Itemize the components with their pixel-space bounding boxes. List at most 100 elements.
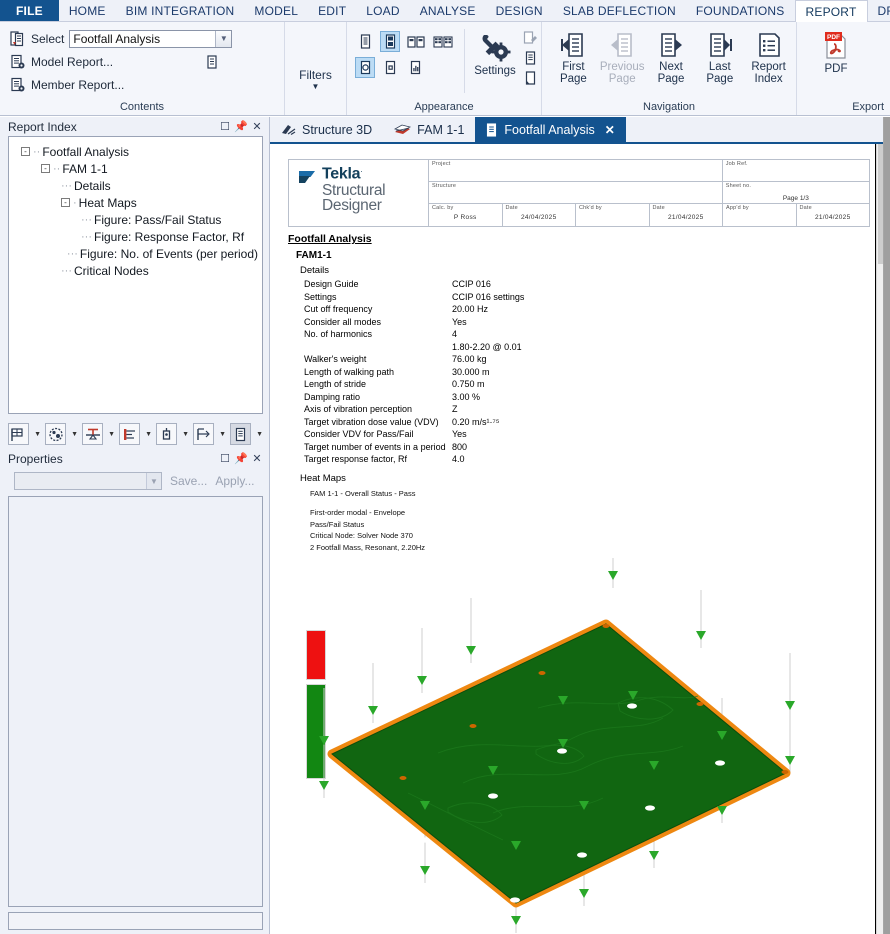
ribbon-tab-foundations[interactable]: FOUNDATIONS <box>695 3 785 18</box>
restore-icon[interactable]: ☐ <box>220 453 230 465</box>
tree-node-footfall-analysis[interactable]: - ·· Footfall Analysis <box>13 143 258 160</box>
model-report-icon <box>10 54 26 70</box>
ribbon-tab-analyse[interactable]: ANALYSE <box>419 3 476 18</box>
member-report-row[interactable]: Member Report... <box>10 75 232 94</box>
loading-view-dropdown-icon[interactable]: ▼ <box>71 430 78 438</box>
fam-heading: FAM1-1 <box>296 250 332 261</box>
tree-expander[interactable]: - <box>41 164 50 173</box>
appearance-single-column-icon[interactable] <box>355 31 375 52</box>
tab-label: FAM 1-1 <box>417 122 465 137</box>
appearance-landscape-icon[interactable] <box>380 57 400 78</box>
filters-dropdown-icon[interactable]: ▼ <box>311 81 320 91</box>
model-report-row[interactable]: Model Report... <box>10 52 232 71</box>
tree-node-critical-nodes[interactable]: ··· Critical Nodes <box>61 263 149 278</box>
report-page-icon <box>486 122 498 137</box>
settings-button[interactable]: Settings <box>471 25 519 77</box>
close-icon[interactable]: ✕ <box>252 121 262 133</box>
last-page-button[interactable]: Last Page <box>696 25 743 85</box>
select-report-icon <box>10 30 26 47</box>
results-view-button[interactable] <box>119 423 141 445</box>
gear-wrench-icon <box>478 31 512 63</box>
properties-combo[interactable]: ▼ <box>14 472 162 490</box>
tree-node-figure-no-of-events[interactable]: ··· Figure: No. of Events (per period) <box>66 246 258 261</box>
ribbon-tab-draw[interactable]: DRAW <box>877 3 890 18</box>
filters-label[interactable]: Filters <box>299 67 332 82</box>
ribbon-tab-file[interactable]: FILE <box>0 0 59 21</box>
results-view-dropdown-icon[interactable]: ▼ <box>145 430 152 438</box>
edit-report-icon[interactable] <box>523 31 537 45</box>
ribbon-tab-edit[interactable]: EDIT <box>318 3 347 18</box>
ribbon-tab-home[interactable]: HOME <box>68 3 106 18</box>
first-page-button[interactable]: First Page <box>550 25 597 85</box>
ribbon-tab-bim-integration[interactable]: BIM INTEGRATION <box>125 3 235 18</box>
structure-view-button[interactable] <box>8 423 30 445</box>
tab-close-icon[interactable]: ✕ <box>604 122 615 137</box>
next-page-icon <box>657 31 685 59</box>
detail-key: Consider all modes <box>304 316 382 327</box>
previous-page-label: Previous Page <box>599 61 645 86</box>
pdf-export-button[interactable]: PDF PDF <box>807 25 865 75</box>
pin-icon[interactable]: 📌 <box>234 121 248 133</box>
appearance-stacked-view-icon[interactable] <box>380 31 400 52</box>
appearance-portrait-icon[interactable] <box>355 57 375 78</box>
previous-page-button[interactable]: Previous Page <box>599 25 646 85</box>
ribbon-tab-design[interactable]: DESIGN <box>495 3 543 18</box>
tree-expander[interactable]: - <box>21 147 30 156</box>
ribbon-tab-slab-deflection[interactable]: SLAB DEFLECTION <box>562 3 676 18</box>
report-view-dropdown-icon[interactable]: ▼ <box>256 430 263 438</box>
supports-view-button[interactable] <box>82 423 104 445</box>
tree-node-details[interactable]: ··· Details <box>61 178 111 193</box>
next-page-button[interactable]: Next Page <box>648 25 695 85</box>
foundations-view-button[interactable] <box>156 423 178 445</box>
ribbon-tab-load[interactable]: LOAD <box>366 3 400 18</box>
drawings-view-dropdown-icon[interactable]: ▼ <box>219 430 226 438</box>
logo-line1: Tekla <box>322 165 361 183</box>
appearance-chart-icon[interactable] <box>405 57 425 78</box>
properties-grid[interactable] <box>8 496 263 907</box>
tab-footfall-analysis[interactable]: Footfall Analysis ✕ <box>475 117 626 142</box>
ribbon-tab-report[interactable]: REPORT <box>794 0 868 22</box>
appearance-two-column-icon[interactable] <box>405 31 427 52</box>
details-list: Design Guide CCIP 016 Settings CCIP 016 se… <box>288 279 857 467</box>
pin-icon[interactable]: 📌 <box>234 453 248 465</box>
detail-row: Length of stride 0.750 m <box>304 379 857 392</box>
chevron-down-icon[interactable]: ▼ <box>146 473 161 489</box>
page-setup-icon[interactable] <box>523 51 537 65</box>
logo-line2: Structural <box>322 181 386 199</box>
restore-icon[interactable]: ☐ <box>220 121 230 133</box>
detail-value: 800 <box>452 441 468 452</box>
detail-value: CCIP 016 <box>452 279 491 289</box>
ribbon-group-contents: Select Footfall Analysis ▼ <box>0 22 285 115</box>
supports-view-dropdown-icon[interactable]: ▼ <box>108 430 115 438</box>
tab-structure-3d[interactable]: Structure 3D <box>270 117 383 142</box>
tab-fam-1-1[interactable]: FAM 1-1 <box>383 117 475 142</box>
chevron-down-icon[interactable]: ▼ <box>215 30 232 47</box>
close-icon[interactable]: ✕ <box>252 453 262 465</box>
model-report-extra-icon[interactable] <box>206 54 219 69</box>
appearance-four-column-icon[interactable] <box>432 31 454 52</box>
drawings-view-button[interactable] <box>193 423 215 445</box>
properties-apply-button[interactable]: Apply... <box>215 474 255 488</box>
report-index-label: Report Index <box>751 61 786 86</box>
detail-value: 3.00 % <box>452 391 481 402</box>
properties-panel-title: Properties <box>8 451 63 466</box>
tree-node-heat-maps[interactable]: - · Heat Maps <box>13 194 258 211</box>
pdf-badge-text: PDF <box>827 34 840 41</box>
ribbon-tab-model[interactable]: MODEL <box>254 3 299 18</box>
foundations-view-dropdown-icon[interactable]: ▼ <box>182 430 189 438</box>
tree-node-fam-1-1[interactable]: - ·· FAM 1-1 <box>13 160 258 177</box>
tree-expander[interactable]: - <box>61 198 70 207</box>
tree-node-figure-response-factor[interactable]: ··· Figure: Response Factor, Rf <box>81 229 245 244</box>
report-select-combo[interactable]: Footfall Analysis ▼ <box>69 29 233 48</box>
properties-save-button[interactable]: Save... <box>170 474 208 488</box>
left-dock: Report Index ☐ 📌 ✕ - ·· Footfall Analysi… <box>0 117 270 934</box>
page-margin-icon[interactable] <box>523 71 537 85</box>
structure-view-dropdown-icon[interactable]: ▼ <box>34 430 41 438</box>
loading-view-button[interactable] <box>45 423 67 445</box>
detail-row: Axis of vibration perception Z <box>304 404 857 417</box>
tree-node-figure-pass-fail-status[interactable]: ··· Figure: Pass/Fail Status <box>81 212 222 227</box>
detail-key: Walker's weight <box>304 354 367 364</box>
report-view-button[interactable] <box>230 423 252 445</box>
report-index-tree[interactable]: - ·· Footfall Analysis - ·· FAM 1-1 ··· … <box>9 137 262 285</box>
report-index-button[interactable]: Report Index <box>745 25 792 85</box>
